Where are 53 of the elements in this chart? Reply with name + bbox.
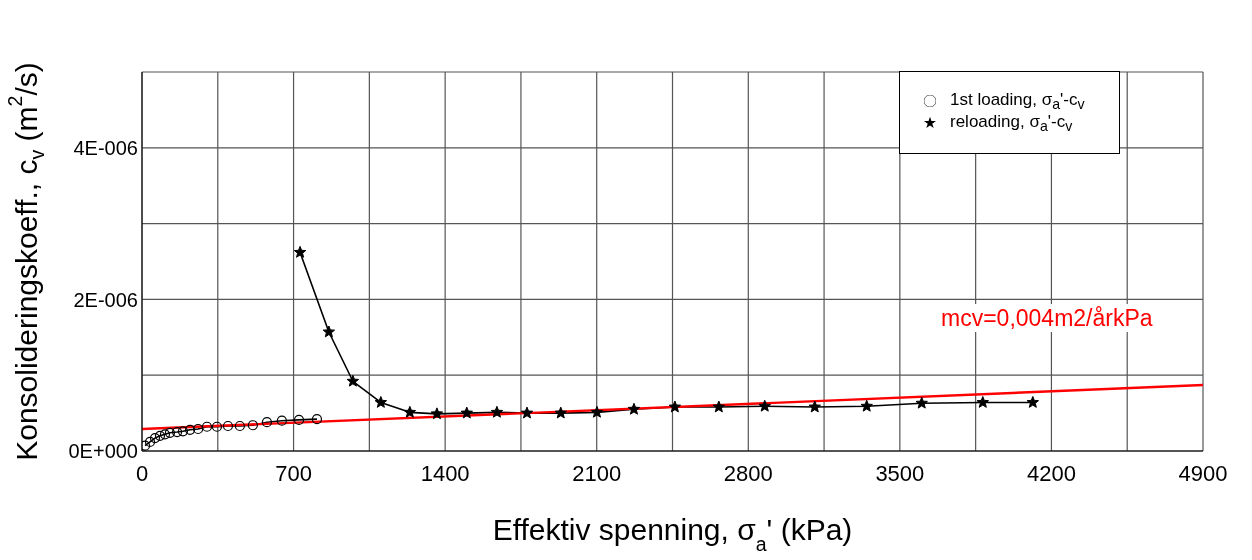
- x-tick-label: 0: [135, 460, 149, 486]
- point: [293, 414, 305, 426]
- legend-label: reloading, σ$_{a}$'-c$_{v}$: [950, 112, 1073, 135]
- x-tick-label: 4200: [1026, 460, 1076, 486]
- point: [374, 395, 388, 408]
- annotation: mcv=0,004m2/årkPa: [938, 304, 1156, 332]
- x-tick-label: 1400: [420, 460, 470, 486]
- point: [590, 405, 604, 418]
- x-tick-label: 2100: [572, 460, 622, 486]
- point: [346, 374, 360, 387]
- point: [159, 429, 171, 440]
- point: [149, 433, 161, 444]
- point: [860, 399, 873, 412]
- point: [164, 427, 176, 438]
- point: [1026, 395, 1040, 408]
- x-tick-label: 2800: [723, 460, 773, 486]
- point: [192, 423, 204, 435]
- point: [144, 436, 156, 447]
- point: [490, 405, 504, 418]
- point: [247, 420, 258, 431]
- point: [261, 417, 273, 428]
- point: [915, 396, 928, 409]
- point: [430, 407, 444, 420]
- point: [154, 430, 166, 441]
- point: [668, 400, 682, 413]
- x-axis-title: Effektiv spenning, σ$_{a}$' (kPa): [492, 513, 853, 555]
- point: [211, 421, 223, 432]
- point: [293, 245, 307, 258]
- x-tick-label: 700: [275, 460, 312, 486]
- point: [184, 424, 196, 435]
- point: [177, 426, 189, 437]
- point: [712, 400, 726, 413]
- point: [311, 414, 323, 425]
- x-tick-label: 4900: [1178, 460, 1228, 486]
- y-tick-label: 0E+000: [68, 440, 138, 463]
- point: [520, 406, 534, 419]
- point: [322, 325, 336, 338]
- point: [201, 421, 213, 432]
- point: [460, 406, 473, 419]
- point: [276, 415, 287, 426]
- y-tick-label: 4E-006: [73, 136, 138, 159]
- point: [808, 400, 821, 413]
- point: [222, 420, 234, 432]
- point: [234, 420, 245, 432]
- x-tick-label: 3500: [875, 460, 925, 486]
- point: [403, 405, 417, 418]
- point: [976, 395, 989, 408]
- point: [554, 406, 567, 419]
- point: [758, 399, 771, 412]
- y-tick-label: 2E-006: [73, 288, 138, 311]
- point: [627, 402, 641, 415]
- legend-label: 1st loading, σ$_{a}$'-c$_{v}$: [950, 90, 1085, 113]
- point: [171, 426, 183, 438]
